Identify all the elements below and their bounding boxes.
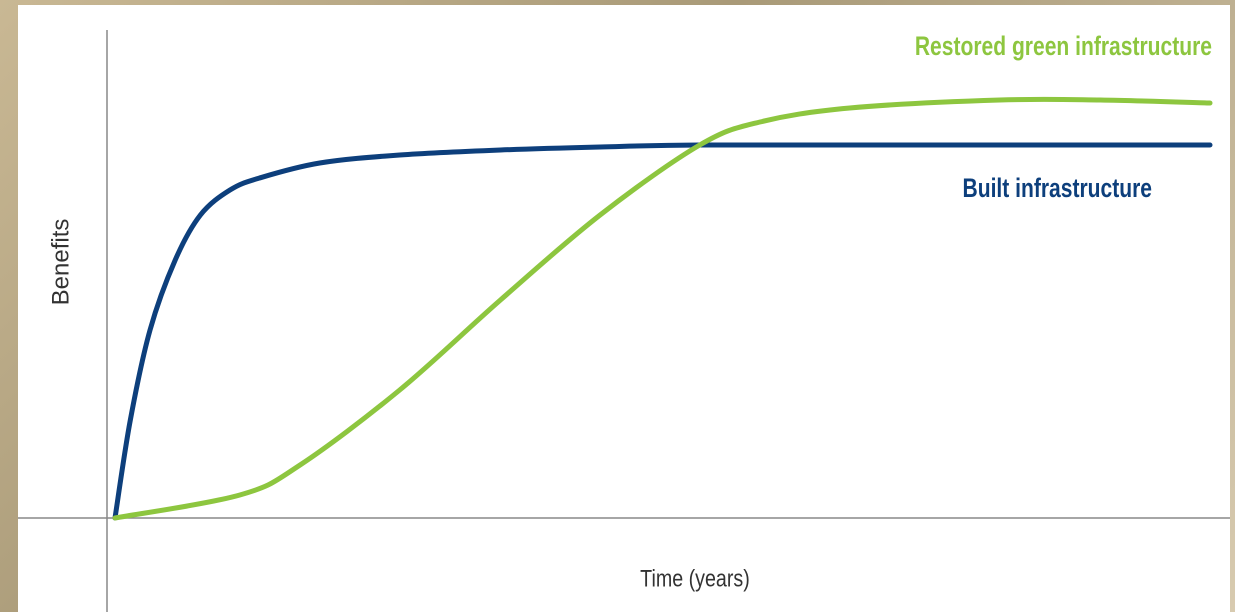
- panel: [18, 5, 1230, 612]
- series-label: Restored green infrastructure: [915, 32, 1212, 62]
- y-axis-label: Benefits: [47, 219, 74, 306]
- series-line: [112, 96, 1213, 521]
- series-line: [112, 142, 1213, 521]
- x-axis-label: Time (years): [640, 564, 750, 591]
- series-label: Built infrastructure: [963, 174, 1152, 204]
